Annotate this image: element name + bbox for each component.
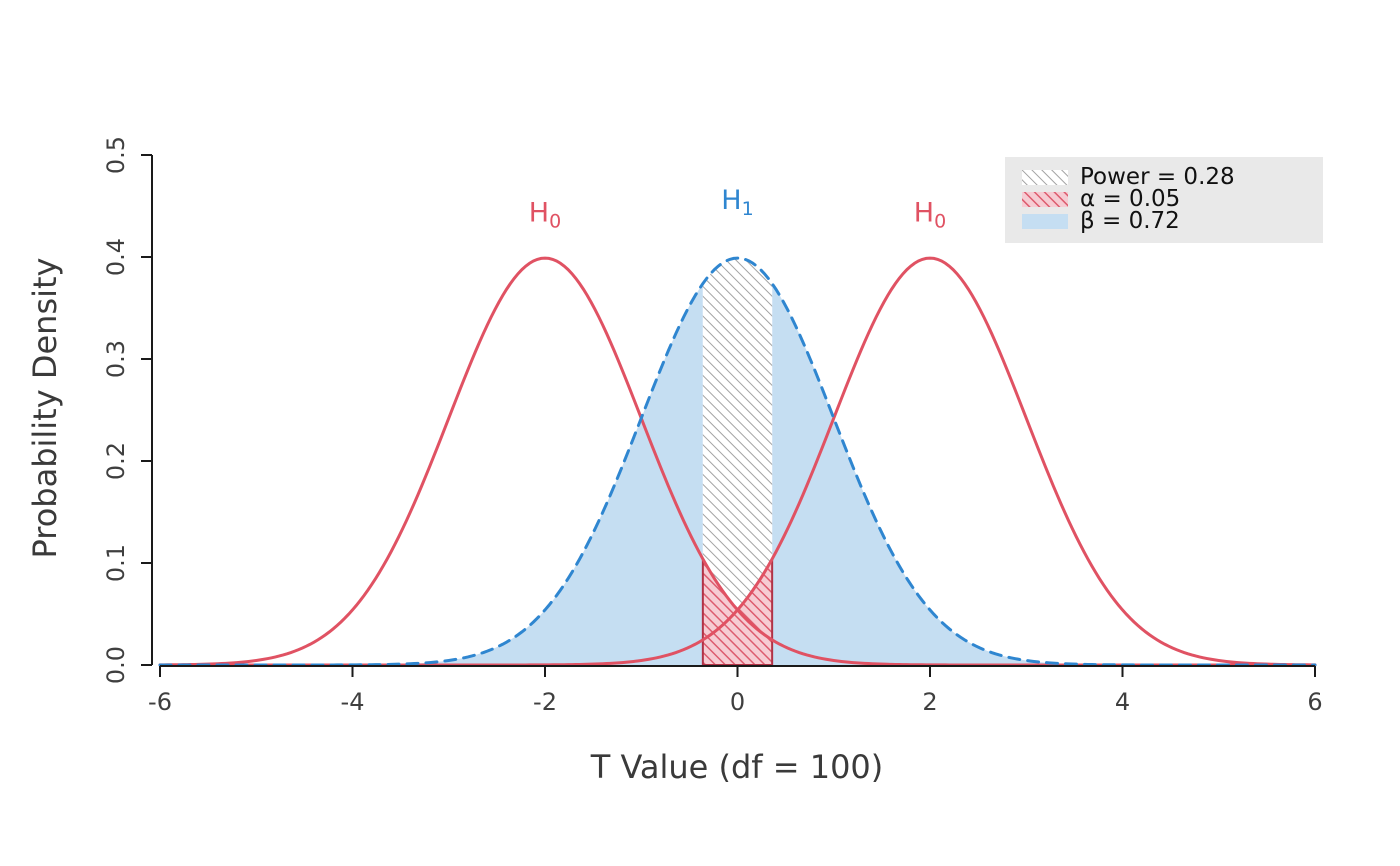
x-tick-label: -6 <box>148 688 172 716</box>
legend-label-0: Power = 0.28 <box>1080 164 1235 190</box>
x-tick-label: -4 <box>341 688 365 716</box>
y-tick-label: 0.3 <box>102 340 130 378</box>
y-tick-label: 0.5 <box>102 136 130 174</box>
hypothesis-label-h0: H0 <box>529 197 561 232</box>
x-tick-label: 4 <box>1115 688 1130 716</box>
y-axis-title: Probability Density <box>26 257 64 559</box>
h1-curve <box>158 256 1317 667</box>
x-tick-label: 6 <box>1307 688 1322 716</box>
y-tick-label: 0.4 <box>102 238 130 276</box>
beta-region-right <box>772 283 1315 665</box>
x-axis-title: T Value (df = 100) <box>590 748 884 786</box>
legend-swatch-blue <box>1022 214 1068 229</box>
x-tick-label: -2 <box>533 688 557 716</box>
y-tick-label: 0.2 <box>102 442 130 480</box>
power-region <box>702 258 773 665</box>
legend-label-1: α = 0.05 <box>1080 186 1180 212</box>
y-tick-label: 0.1 <box>102 544 130 582</box>
hypothesis-label-h0: H0 <box>914 197 946 232</box>
legend-swatch-gray-hatch <box>1022 170 1068 185</box>
legend-swatch-pink-hatch <box>1022 192 1068 207</box>
x-tick-label: 2 <box>922 688 937 716</box>
beta-region-left <box>160 283 703 665</box>
y-tick-label: 0.0 <box>102 646 130 684</box>
legend-label-2: β = 0.72 <box>1080 208 1180 234</box>
hypothesis-label-h1: H1 <box>721 185 753 220</box>
x-tick-label: 0 <box>730 688 745 716</box>
